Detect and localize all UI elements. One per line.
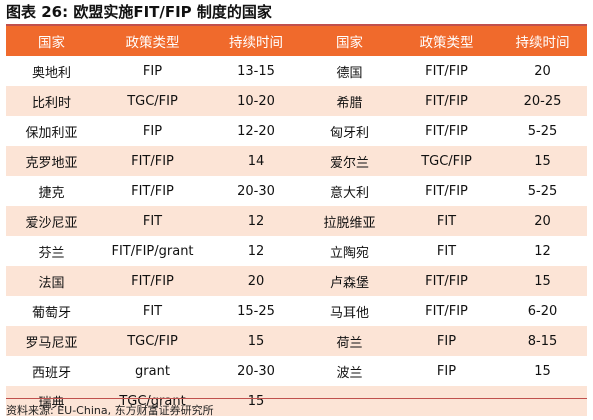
country-cell: 荷兰 <box>304 326 395 356</box>
table-row: 罗马尼亚 TGC/FIP 15 荷兰 FIP 8-15 <box>6 326 587 356</box>
country-cell <box>304 386 395 416</box>
policy-type-cell: FIP <box>97 56 208 86</box>
policy-type-cell: FIT/FIP <box>97 266 208 296</box>
policy-type-cell: FIT/FIP <box>395 296 498 326</box>
duration-cell <box>498 386 587 416</box>
policy-type-cell: FIT/FIP <box>97 146 208 176</box>
country-cell: 保加利亚 <box>6 116 97 146</box>
country-cell: 芬兰 <box>6 236 97 266</box>
table-row: 瑞典 TGC/grant 15 <box>6 386 587 416</box>
header-policy-type: 政策类型 <box>97 26 208 56</box>
country-cell: 马耳他 <box>304 296 395 326</box>
country-cell: 罗马尼亚 <box>6 326 97 356</box>
country-cell: 克罗地亚 <box>6 146 97 176</box>
duration-cell: 12 <box>208 236 304 266</box>
table-row: 葡萄牙 FIT 15-25 马耳他 FIT/FIP 6-20 <box>6 296 587 326</box>
table-row: 捷克 FIT/FIP 20-30 意大利 FIT/FIP 5-25 <box>6 176 587 206</box>
duration-cell: 15-25 <box>208 296 304 326</box>
policy-type-cell: grant <box>97 356 208 386</box>
table-row: 西班牙 grant 20-30 波兰 FIP 15 <box>6 356 587 386</box>
title-divider <box>6 24 587 26</box>
country-cell: 希腊 <box>304 86 395 116</box>
duration-cell: 15 <box>498 356 587 386</box>
header-row: 国家 政策类型 持续时间 国家 政策类型 持续时间 <box>6 26 587 56</box>
duration-cell: 20 <box>208 266 304 296</box>
duration-cell: 15 <box>208 386 304 416</box>
duration-cell: 20-30 <box>208 356 304 386</box>
table-row: 奥地利 FIP 13-15 德国 FIT/FIP 20 <box>6 56 587 86</box>
duration-cell: 13-15 <box>208 56 304 86</box>
duration-cell: 10-20 <box>208 86 304 116</box>
country-cell: 葡萄牙 <box>6 296 97 326</box>
policy-type-cell: FIT/FIP <box>395 56 498 86</box>
policy-type-cell: FIT/FIP <box>97 176 208 206</box>
table-row: 克罗地亚 FIT/FIP 14 爱尔兰 TGC/FIP 15 <box>6 146 587 176</box>
header-country: 国家 <box>304 26 395 56</box>
country-cell: 意大利 <box>304 176 395 206</box>
duration-cell: 6-20 <box>498 296 587 326</box>
source-note: 资料来源: EU-China, 东方财富证券研究所 <box>6 404 214 417</box>
duration-cell: 15 <box>208 326 304 356</box>
policy-type-cell: FIT/FIP <box>395 176 498 206</box>
duration-cell: 5-25 <box>498 176 587 206</box>
country-cell: 瑞典 <box>6 386 97 416</box>
country-cell: 捷克 <box>6 176 97 206</box>
policy-type-cell: TGC/FIP <box>395 146 498 176</box>
policy-type-cell: FIT <box>395 206 498 236</box>
policy-type-cell <box>395 386 498 416</box>
duration-cell: 20 <box>498 206 587 236</box>
policy-type-cell: FIT/FIP/grant <box>97 236 208 266</box>
duration-cell: 15 <box>498 266 587 296</box>
header-duration: 持续时间 <box>498 26 587 56</box>
header-policy-type: 政策类型 <box>395 26 498 56</box>
policy-type-cell: FIT <box>97 206 208 236</box>
country-cell: 立陶宛 <box>304 236 395 266</box>
table-title: 图表 26: 欧盟实施FIT/FIP 制度的国家 <box>6 3 272 21</box>
table-row: 法国 FIT/FIP 20 卢森堡 FIT/FIP 15 <box>6 266 587 296</box>
policy-type-cell: TGC/FIP <box>97 326 208 356</box>
country-cell: 法国 <box>6 266 97 296</box>
country-cell: 拉脱维亚 <box>304 206 395 236</box>
bottom-divider <box>6 398 587 399</box>
table-row: 比利时 TGC/FIP 10-20 希腊 FIT/FIP 20-25 <box>6 86 587 116</box>
eu-fit-fip-table: 国家 政策类型 持续时间 国家 政策类型 持续时间 奥地利 FIP 13-15 德国 F… <box>6 26 587 416</box>
country-cell: 匈牙利 <box>304 116 395 146</box>
duration-cell: 15 <box>498 146 587 176</box>
policy-type-cell: TGC/grant <box>97 386 208 416</box>
policy-type-cell: FIT <box>395 236 498 266</box>
duration-cell: 5-25 <box>498 116 587 146</box>
duration-cell: 12 <box>208 206 304 236</box>
country-cell: 卢森堡 <box>304 266 395 296</box>
policy-type-cell: FIT/FIP <box>395 116 498 146</box>
table-row: 保加利亚 FIP 12-20 匈牙利 FIT/FIP 5-25 <box>6 116 587 146</box>
duration-cell: 12 <box>498 236 587 266</box>
table-row: 爱沙尼亚 FIT 12 拉脱维亚 FIT 20 <box>6 206 587 236</box>
header-country: 国家 <box>6 26 97 56</box>
policy-type-cell: FIP <box>395 356 498 386</box>
country-cell: 比利时 <box>6 86 97 116</box>
policy-type-cell: FIT/FIP <box>395 86 498 116</box>
header-duration: 持续时间 <box>208 26 304 56</box>
country-cell: 爱尔兰 <box>304 146 395 176</box>
policy-type-cell: FIT <box>97 296 208 326</box>
country-cell: 波兰 <box>304 356 395 386</box>
country-cell: 奥地利 <box>6 56 97 86</box>
policy-type-cell: TGC/FIP <box>97 86 208 116</box>
country-cell: 西班牙 <box>6 356 97 386</box>
policy-type-cell: FIP <box>97 116 208 146</box>
country-cell: 德国 <box>304 56 395 86</box>
duration-cell: 20-25 <box>498 86 587 116</box>
policy-type-cell: FIP <box>395 326 498 356</box>
duration-cell: 20-30 <box>208 176 304 206</box>
duration-cell: 14 <box>208 146 304 176</box>
duration-cell: 8-15 <box>498 326 587 356</box>
duration-cell: 12-20 <box>208 116 304 146</box>
country-cell: 爱沙尼亚 <box>6 206 97 236</box>
policy-type-cell: FIT/FIP <box>395 266 498 296</box>
table-row: 芬兰 FIT/FIP/grant 12 立陶宛 FIT 12 <box>6 236 587 266</box>
duration-cell: 20 <box>498 56 587 86</box>
